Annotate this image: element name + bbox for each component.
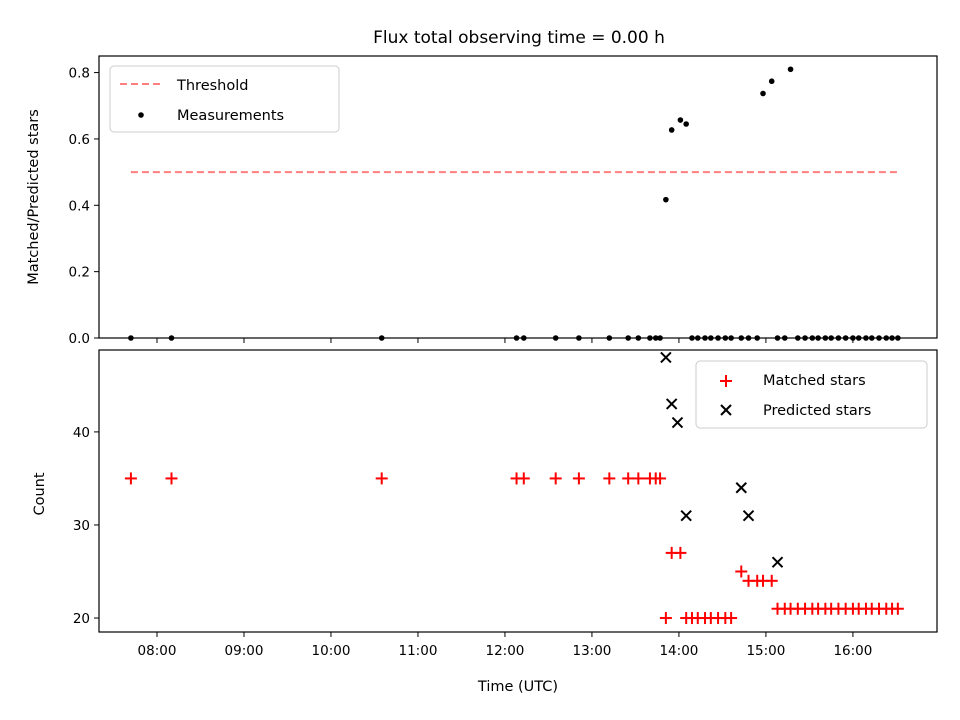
matched-star-point bbox=[622, 472, 635, 485]
predicted-legend-swatch bbox=[720, 404, 732, 416]
measurement-point bbox=[677, 117, 684, 123]
count-y-tick-label: 30 bbox=[73, 518, 90, 534]
matched-star-point bbox=[572, 472, 585, 485]
predicted-star-point bbox=[742, 509, 755, 522]
ratio-y-ticks: 0.0 0.2 0.4 0.6 0.8 bbox=[69, 66, 99, 347]
x-tick-label: 15:00 bbox=[746, 643, 785, 659]
measurements-legend-label: Measurements bbox=[177, 108, 284, 124]
predicted-star-point bbox=[660, 351, 672, 364]
count-axes-frame bbox=[98, 349, 938, 633]
matched-star-point bbox=[654, 472, 667, 485]
count-y-ticks: 20 30 40 bbox=[73, 425, 99, 627]
matched-star-point bbox=[603, 472, 616, 485]
measurement-point bbox=[787, 66, 794, 73]
count-marks bbox=[124, 351, 904, 625]
count-y-axis-label: Count bbox=[32, 472, 48, 515]
ratio-x-ticks bbox=[156, 338, 854, 343]
matched-star-point bbox=[659, 612, 672, 625]
matched-star-point bbox=[891, 602, 904, 615]
ratio-panel: 0.00.20.40.60.8 Matched/Predicted stars … bbox=[26, 55, 938, 347]
x-tick-label: 11:00 bbox=[399, 643, 438, 659]
ratio-y-axis-label: Matched/Predicted stars bbox=[26, 109, 42, 285]
predicted-star-point bbox=[680, 509, 692, 522]
ratio-y-tick-label: 0.2 bbox=[69, 265, 90, 281]
predicted-star-point bbox=[771, 556, 784, 568]
measurement-point bbox=[683, 121, 689, 127]
count-panel: 20 30 40 08:00 09:00 10:00 11:00 12:00 13:00 14:… bbox=[32, 349, 938, 695]
ratio-axes-frame bbox=[98, 55, 938, 339]
ratio-y-tick-label: 0.4 bbox=[69, 198, 90, 214]
x-axis-label: Time (UTC) bbox=[477, 679, 558, 695]
x-tick-label: 14:00 bbox=[659, 643, 698, 659]
matched-legend-label: Matched stars bbox=[763, 373, 866, 389]
threshold-legend-label: Threshold bbox=[176, 78, 248, 94]
measurement-point bbox=[668, 127, 675, 133]
x-tick-label: 12:00 bbox=[485, 643, 524, 659]
x-tick-label: 16:00 bbox=[833, 643, 872, 659]
matched-star-point bbox=[375, 472, 388, 485]
predicted-star-point bbox=[671, 416, 684, 429]
ratio-y-tick-label: 0.6 bbox=[69, 132, 90, 148]
measurement-point bbox=[768, 78, 775, 85]
x-tick-label: 13:00 bbox=[572, 643, 611, 659]
predicted-legend-label: Predicted stars bbox=[763, 403, 871, 419]
ratio-legend: Threshold Measurements bbox=[109, 65, 340, 133]
matched-legend-swatch bbox=[720, 375, 732, 387]
predicted-star-point bbox=[735, 482, 747, 494]
measurements-legend-swatch bbox=[138, 112, 144, 118]
predicted-star-point bbox=[665, 398, 678, 410]
count-legend: Matched stars Predicted stars bbox=[695, 360, 928, 429]
x-tick-label: 09:00 bbox=[225, 643, 264, 659]
count-y-tick-label: 40 bbox=[73, 425, 90, 441]
x-tick-label: 08:00 bbox=[138, 643, 177, 659]
ratio-y-tick-label: 0.0 bbox=[69, 331, 90, 347]
matched-star-point bbox=[765, 574, 778, 587]
matched-star-point bbox=[517, 472, 530, 485]
measurement-point bbox=[663, 196, 669, 203]
x-tick-label: 10:00 bbox=[312, 643, 351, 659]
matched-star-point bbox=[735, 565, 748, 578]
ratio-legend-box bbox=[109, 65, 340, 133]
matched-star-point bbox=[165, 472, 178, 485]
measurement-point bbox=[760, 90, 766, 97]
ratio-y-tick-label: 0.8 bbox=[69, 66, 90, 82]
count-y-tick-label: 20 bbox=[73, 611, 90, 627]
matched-star-point bbox=[674, 546, 687, 559]
count-x-ticks: 08:00 09:00 10:00 11:00 12:00 13:00 14:00 15:00… bbox=[138, 632, 872, 659]
figure-title: Flux total observing time = 0.00 h bbox=[373, 28, 665, 48]
matched-star-point bbox=[725, 612, 738, 625]
matched-star-point bbox=[632, 472, 645, 485]
count-legend-box bbox=[695, 360, 928, 429]
matched-star-point bbox=[124, 472, 137, 485]
matched-star-point bbox=[549, 472, 562, 485]
